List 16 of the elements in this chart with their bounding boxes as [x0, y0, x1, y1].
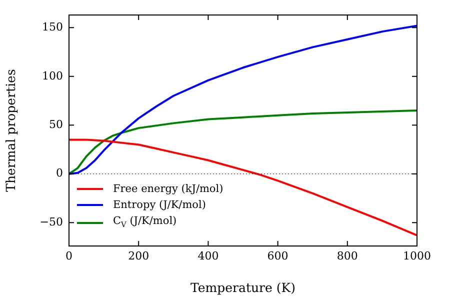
legend-label: Entropy (J/K/mol): [113, 198, 206, 213]
y-axis-title: Thermal properties: [2, 69, 18, 192]
legend-label: Free energy (kJ/mol): [113, 182, 224, 197]
x-axis-title: Temperature (K): [190, 280, 296, 295]
y-tick-label: 50: [49, 118, 63, 131]
x-tick-label: 0: [66, 249, 72, 262]
x-tick-label: 1000: [403, 249, 431, 262]
x-tick-label: 400: [198, 249, 219, 262]
x-tick-label: 600: [267, 249, 288, 262]
legend-label: C$_{V}$ (J/K/mol): [113, 214, 177, 232]
x-tick-label: 800: [336, 249, 358, 262]
x-tick-label: 200: [128, 249, 150, 262]
y-tick-label: −50: [40, 215, 63, 228]
y-tick-label: 100: [42, 69, 63, 82]
y-tick-label: 0: [56, 166, 63, 180]
y-tick-label: 150: [42, 20, 63, 34]
